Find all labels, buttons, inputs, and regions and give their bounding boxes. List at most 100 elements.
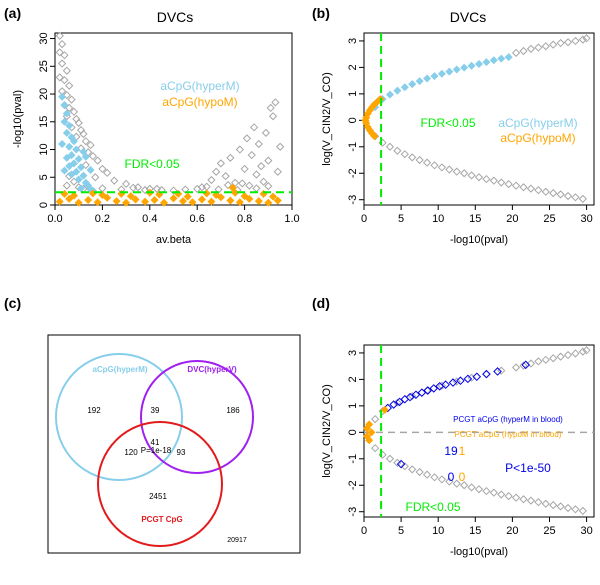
data-point [441, 380, 450, 389]
data-point [389, 400, 398, 409]
y-axis-label: log(V_CIN2/V_CO) [321, 384, 333, 478]
data-point [482, 58, 491, 67]
data-point [58, 92, 67, 101]
data-point [541, 355, 550, 364]
data-point [400, 83, 409, 92]
data-point [385, 454, 395, 463]
data-point [254, 139, 263, 149]
data-point [77, 163, 86, 172]
data-point [65, 142, 74, 151]
data-point [448, 378, 458, 387]
data-point [497, 178, 506, 187]
data-point [445, 165, 454, 174]
data-point [422, 158, 432, 167]
panel-c-venn: aCpG(hyperM) DVC(hyperV) PCGT CpG 192 39… [47, 334, 301, 554]
venn-circle-acpg [55, 353, 183, 481]
data-point [81, 160, 90, 170]
data-point [69, 191, 78, 200]
data-point [223, 180, 233, 190]
data-point [519, 183, 528, 192]
y-tick-label: -1 [347, 454, 359, 464]
data-point [55, 197, 64, 206]
data-point [563, 38, 573, 47]
data-point [79, 147, 88, 156]
data-point [437, 69, 446, 78]
data-point [207, 197, 216, 206]
data-point [361, 116, 370, 125]
data-point [578, 347, 587, 356]
data-point [240, 164, 249, 174]
data-point [541, 499, 550, 508]
data-point [226, 153, 235, 162]
data-point [240, 192, 249, 201]
y-tick-label: -3 [347, 507, 359, 517]
data-point [55, 48, 64, 57]
data-point [519, 361, 528, 370]
data-point [235, 198, 244, 207]
count-lower-hypo: 0 [459, 470, 466, 484]
data-point [411, 390, 421, 400]
data-point [98, 184, 107, 193]
data-point [474, 173, 484, 182]
y-tick-label: 30 [38, 32, 50, 44]
data-point [62, 66, 71, 75]
y-tick-label: 0 [347, 429, 359, 435]
data-point [261, 128, 271, 137]
data-point [86, 166, 95, 175]
data-point [467, 171, 476, 180]
data-point [188, 198, 197, 207]
x-axis-label: -log10(pval) [450, 546, 508, 558]
data-point [152, 184, 162, 194]
data-point [365, 420, 374, 429]
data-point [504, 179, 513, 189]
legend-pcgt-hypom: PCGT aCpG (hypoM in blood) [454, 430, 561, 439]
data-point [482, 174, 491, 184]
data-point [62, 153, 71, 162]
count-upper-hyper: 19 [444, 444, 458, 458]
data-point [511, 363, 521, 372]
data-point [93, 156, 102, 165]
data-point [254, 197, 263, 206]
data-point [72, 167, 81, 176]
panel-label-a: (a) [4, 5, 21, 21]
data-point [571, 349, 580, 358]
data-point [437, 475, 447, 484]
data-point [534, 186, 543, 195]
y-tick-label: -3 [347, 195, 359, 205]
data-point [273, 167, 282, 176]
data-point [371, 414, 380, 424]
data-point [534, 498, 543, 507]
data-point [578, 506, 587, 516]
data-point [264, 198, 273, 207]
data-point [60, 117, 69, 126]
data-point [423, 386, 433, 395]
data-point [571, 36, 580, 46]
data-point [103, 193, 112, 202]
data-point [371, 444, 380, 453]
data-point [238, 179, 247, 188]
data-point [463, 374, 473, 384]
data-point [79, 171, 88, 180]
data-point [257, 162, 266, 171]
data-point [429, 384, 439, 393]
data-point [452, 65, 461, 74]
y-tick-label: 2 [347, 376, 359, 382]
legend-pcgt-hyperm: PCGT aCpG (hyperM in blood) [453, 415, 563, 424]
data-point [549, 188, 558, 198]
data-point [226, 196, 235, 205]
data-point [60, 76, 69, 85]
data-point [245, 181, 254, 190]
data-point [511, 493, 521, 502]
x-tick-label: 0.2 [95, 213, 110, 225]
pvalue-annotation: P<1e-50 [505, 461, 551, 475]
y-tick-label: 1 [347, 91, 359, 97]
legend-hypom: aCpG(hypoM) [500, 131, 575, 145]
data-point [452, 167, 461, 176]
data-point [110, 176, 119, 185]
panel-d-scatter: 0 5 10 15 20 25 30-3-2-10123-log10(pval)log(V_… [321, 344, 595, 558]
data-point [197, 195, 206, 204]
x-tick-label: 1.0 [284, 213, 299, 225]
data-point [511, 181, 521, 190]
data-point [563, 191, 573, 201]
data-point [266, 103, 275, 113]
